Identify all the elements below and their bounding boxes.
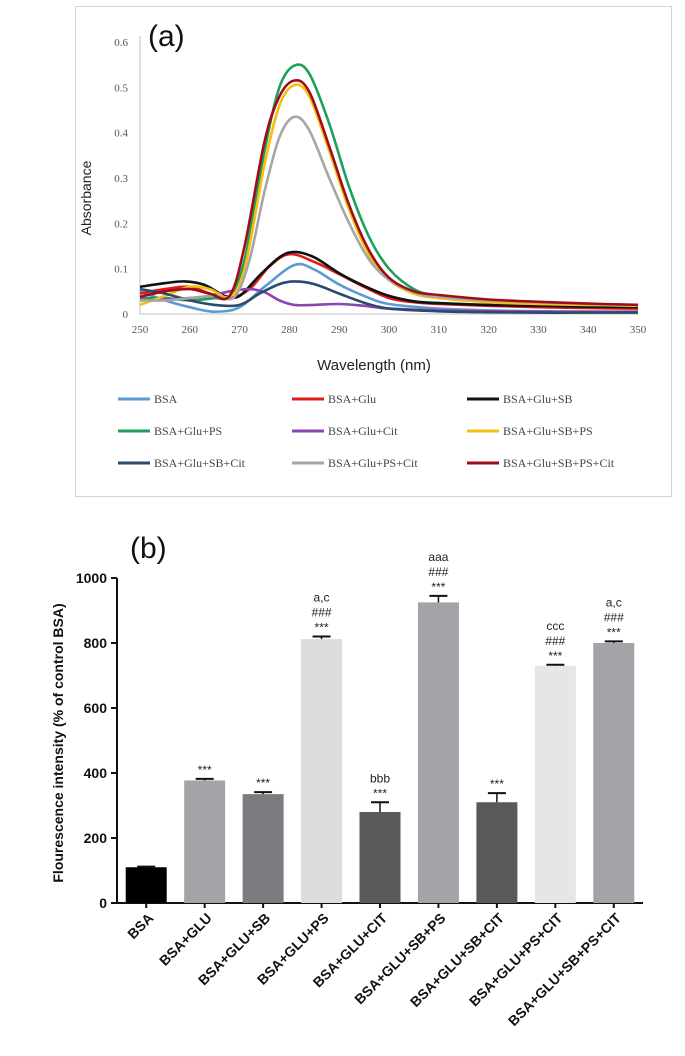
y-tick-label-a: 0.4: [114, 128, 128, 140]
y-tick-label-b: 1000: [76, 570, 107, 586]
x-tick-label-a: 330: [530, 324, 547, 336]
significance-label: ***: [431, 580, 445, 594]
y-tick-label-b: 600: [84, 700, 108, 716]
legend-label: BSA+Glu+SB+PS: [503, 424, 593, 438]
legend-label: BSA+Glu+SB+PS+Cit: [503, 456, 615, 470]
y-tick-label-a: 0.5: [114, 82, 128, 94]
y-tick-label-b: 0: [99, 895, 107, 911]
legend-label: BSA: [154, 392, 178, 406]
y-tick-label-b: 400: [84, 765, 108, 781]
significance-label: ###: [312, 606, 332, 620]
x-tick-label-a: 310: [431, 324, 448, 336]
series-line-6: [139, 83, 639, 308]
significance-label: ***: [490, 777, 504, 791]
x-tick-label-a: 270: [231, 324, 248, 336]
significance-label: ###: [604, 610, 624, 624]
bar-9: [593, 643, 635, 903]
x-tick-label-a: 300: [381, 324, 398, 336]
significance-label: bbb: [370, 771, 390, 785]
panel-a-frame: [75, 6, 672, 497]
y-tick-label-a: 0: [123, 309, 129, 321]
series-line-7: [139, 280, 638, 314]
bar-2: [184, 780, 226, 903]
y-tick-label-a: 0.2: [114, 218, 128, 230]
panel-a-label: (a): [148, 20, 185, 53]
bar-8: [534, 665, 576, 903]
significance-label: ***: [548, 649, 562, 663]
bar-3: [242, 794, 284, 903]
panel-b-label: (b): [130, 532, 167, 565]
y-tick-label-b: 800: [84, 635, 108, 651]
significance-label: ***: [607, 625, 621, 639]
significance-label: a,c: [314, 591, 330, 605]
y-tick-label-a: 0.1: [114, 264, 128, 276]
x-tick-label-a: 340: [580, 324, 597, 336]
x-tick-label-a: 290: [331, 324, 348, 336]
legend-label: BSA+Glu+SB: [503, 392, 573, 406]
x-tick-label-a: 320: [480, 324, 497, 336]
significance-label: aaa: [428, 550, 448, 564]
bar-7: [476, 802, 518, 903]
x-tick-label-a: 250: [132, 324, 149, 336]
significance-label: ###: [428, 565, 448, 579]
series-line-9: [139, 79, 639, 307]
significance-label: a,c: [606, 595, 622, 609]
absorbance-chart: (a) Absorbance Wavelength (nm) 250 260 270…: [78, 20, 647, 470]
significance-label: ###: [545, 634, 565, 648]
x-axis-label-a: Wavelength (nm): [317, 357, 431, 374]
legend-label: BSA+Glu+PS+Cit: [328, 456, 418, 470]
legend-label: BSA+Glu+PS: [154, 424, 222, 438]
y-axis-label-b: Flourescence intensity (% of control BSA…: [50, 603, 66, 882]
x-tick-label-b: BSA: [124, 910, 156, 942]
bar-4: [301, 639, 343, 903]
bar-6: [417, 602, 459, 903]
y-tick-label-a: 0.6: [114, 37, 128, 49]
bar-5: [359, 812, 401, 903]
significance-label: ***: [315, 621, 329, 635]
significance-label: ***: [256, 776, 270, 790]
legend-label: BSA+Glu: [328, 392, 376, 406]
y-axis-label-a: Absorbance: [78, 160, 94, 235]
x-tick-label-a: 280: [281, 324, 298, 336]
significance-label: ***: [198, 763, 212, 777]
x-tick-label-b: BSA+GLU+SB+PS+CIT: [505, 909, 624, 1028]
bar-1: [125, 867, 167, 903]
legend-label: BSA+Glu+SB+Cit: [154, 456, 246, 470]
x-tick-label-a: 350: [630, 324, 647, 336]
x-tick-label-a: 260: [182, 324, 199, 336]
legend-label: BSA+Glu+Cit: [328, 424, 398, 438]
series-line-3: [139, 250, 639, 309]
x-tick-label-b: BSA+GLU: [156, 910, 215, 969]
y-tick-label-a: 0.3: [114, 173, 128, 185]
y-tick-label-b: 200: [84, 830, 108, 846]
significance-label: ***: [373, 786, 387, 800]
significance-label: ccc: [546, 619, 564, 633]
